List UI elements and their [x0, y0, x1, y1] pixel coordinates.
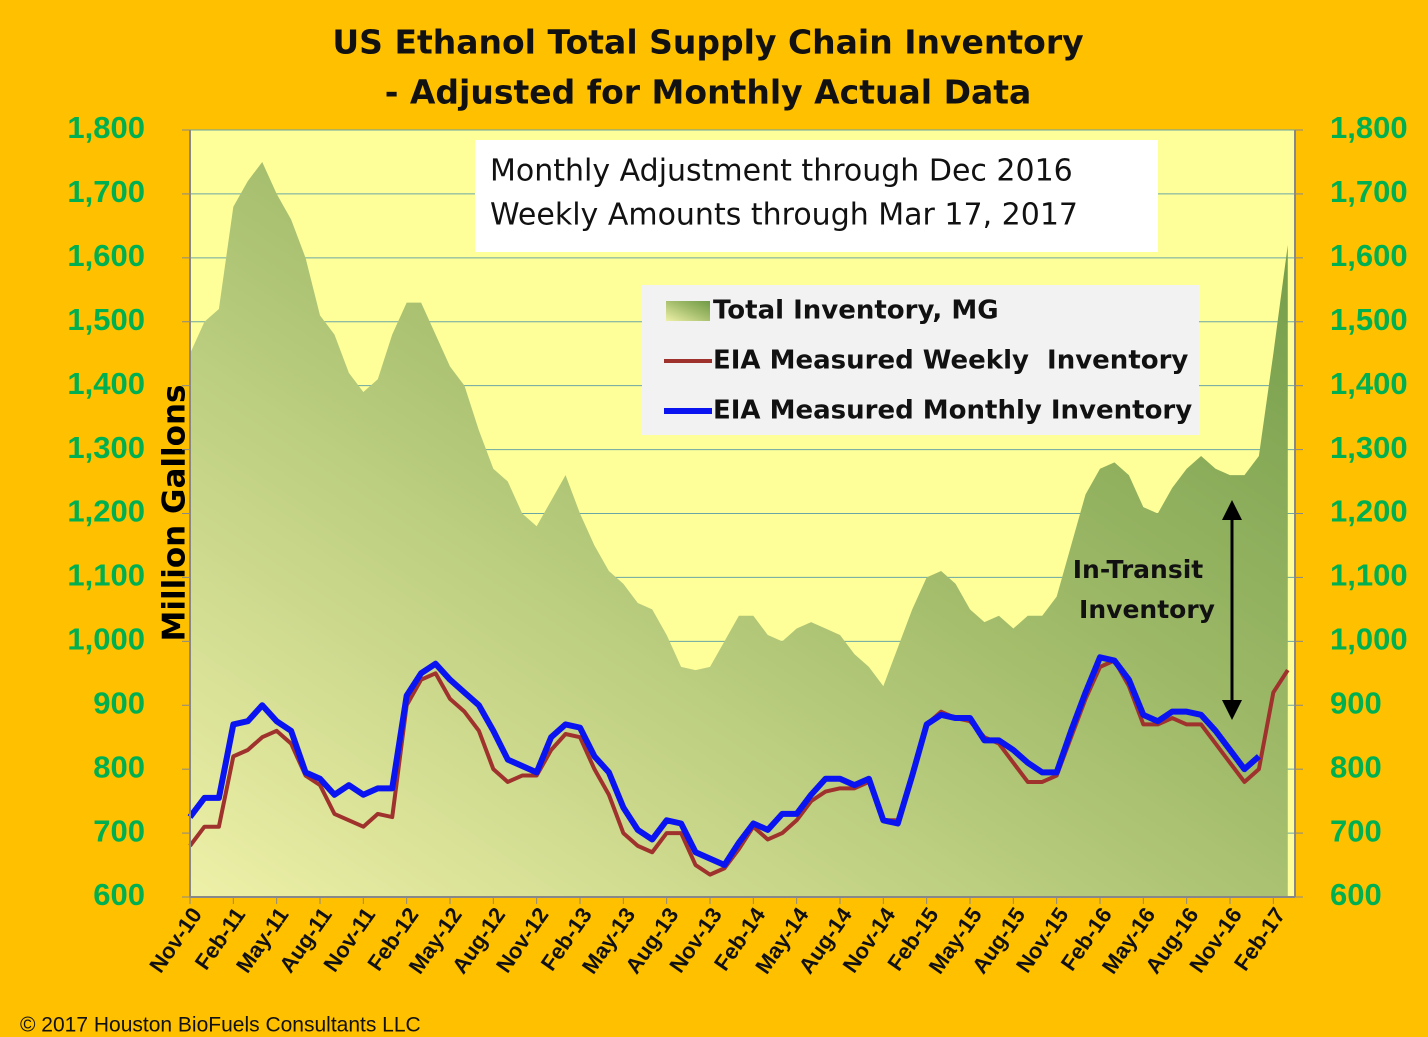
y-tick-label: 700: [93, 813, 145, 848]
annotation-box: [475, 140, 1158, 252]
annotation: Inventory: [1079, 595, 1215, 624]
y-tick-label: 1,500: [67, 302, 145, 337]
y-tick-label: 1,300: [67, 430, 145, 465]
annotation: Weekly Amounts through Mar 17, 2017: [490, 198, 1078, 233]
legend-marker: [666, 301, 710, 321]
y-tick-label: 1,800: [67, 110, 145, 145]
y2-tick-label: 1,800: [1330, 110, 1408, 145]
legend: [642, 285, 1199, 435]
y-tick-label: 1,000: [67, 622, 145, 657]
y2-tick-label: 1,200: [1330, 494, 1408, 529]
y2-tick-label: 1,700: [1330, 174, 1408, 209]
y2-tick-label: 1,300: [1330, 430, 1408, 465]
chart-title: US Ethanol Total Supply Chain Inventory: [332, 23, 1083, 62]
in-transit-arrow: [1222, 500, 1242, 720]
line: [187, 654, 1261, 869]
y-tick-label: 1,200: [67, 494, 145, 529]
legend-label: EIA Measured Weekly Inventory: [713, 346, 1188, 376]
y-tick-label: 900: [93, 685, 145, 720]
y2-tick-label: 700: [1330, 813, 1382, 848]
y-tick-label: 1,400: [67, 366, 145, 401]
y2-tick-label: 800: [1330, 749, 1382, 784]
y2-tick-label: 1,600: [1330, 238, 1408, 273]
y2-tick-label: 1,500: [1330, 302, 1408, 337]
y2-tick-label: 1,100: [1330, 558, 1408, 593]
y2-tick-label: 600: [1330, 877, 1382, 912]
y-tick-label: 800: [93, 749, 145, 784]
y-tick-label: 600: [93, 877, 145, 912]
footer: © 2017 Houston BioFuels Consultants LLC: [20, 1014, 421, 1037]
y-tick-label: 1,100: [67, 558, 145, 593]
y2-tick-label: 900: [1330, 685, 1382, 720]
line: [188, 658, 1290, 877]
chart-subtitle: - Adjusted for Monthly Actual Data: [385, 73, 1032, 112]
y-tick-label: 1,700: [67, 174, 145, 209]
y2-tick-label: 1,400: [1330, 366, 1408, 401]
annotation: Monthly Adjustment through Dec 2016: [490, 154, 1073, 189]
y-tick-label: 1,600: [67, 238, 145, 273]
legend-label: EIA Measured Monthly Inventory: [713, 396, 1192, 426]
legend-label: Total Inventory, MG: [713, 296, 999, 326]
annotation: In-Transit: [1073, 555, 1204, 584]
y2-tick-label: 1,000: [1330, 622, 1408, 657]
